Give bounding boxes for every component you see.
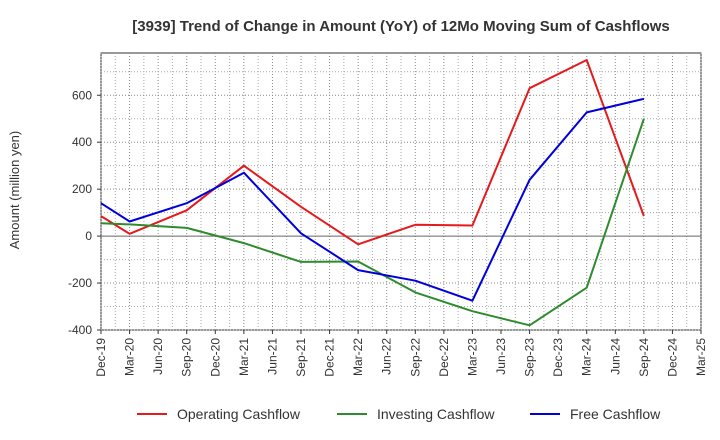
x-tick-label: Dec-23 <box>551 338 565 377</box>
x-tick-label: Jun-22 <box>380 338 394 375</box>
x-tick-label: Dec-19 <box>94 338 108 377</box>
y-tick-label: 0 <box>85 229 92 243</box>
y-tick-label: 200 <box>72 182 92 196</box>
x-tick-label: Mar-25 <box>694 338 708 376</box>
x-tick-label: Sep-24 <box>637 338 651 377</box>
x-tick-label: Mar-20 <box>123 338 137 376</box>
x-tick-label: Jun-23 <box>494 338 508 375</box>
series-line-investing-cashflow <box>100 118 645 327</box>
x-tick-label: Dec-21 <box>323 338 337 377</box>
x-tick-label: Sep-22 <box>408 338 422 377</box>
x-tick-label: Dec-22 <box>437 338 451 377</box>
x-tick-label: Mar-23 <box>465 338 479 376</box>
y-axis-label: Amount (million yen) <box>7 131 22 250</box>
x-tick-label: Mar-22 <box>351 338 365 376</box>
plot-area: -400 -200 0 200 400 600 Dec-19 Mar-20 Jun-20 Sep-… <box>68 52 708 377</box>
x-tick-label: Sep-23 <box>523 338 537 377</box>
x-tick-label: Jun-20 <box>151 338 165 375</box>
x-tick-label: Dec-20 <box>208 338 222 377</box>
x-tick-label: Sep-20 <box>180 338 194 377</box>
y-tick-label: -400 <box>68 323 92 337</box>
x-tick-label: Dec-24 <box>665 338 679 377</box>
legend-label: Investing Cashflow <box>377 406 495 422</box>
y-tick-label: 600 <box>72 88 92 102</box>
chart-title: [3939] Trend of Change in Amount (YoY) o… <box>132 18 670 35</box>
legend-label: Operating Cashflow <box>177 406 301 422</box>
x-tick-label: Mar-24 <box>580 338 594 376</box>
y-tick-label: -200 <box>68 276 92 290</box>
x-tick-label: Mar-21 <box>237 338 251 376</box>
x-tick-label: Jun-24 <box>608 338 622 375</box>
legend: Operating Cashflow Investing Cashflow Free… <box>137 406 661 422</box>
x-tick-label: Jun-21 <box>265 338 279 375</box>
legend-label: Free Cashflow <box>570 406 661 422</box>
x-tick-label: Sep-21 <box>294 338 308 377</box>
y-tick-label: 400 <box>72 135 92 149</box>
series-line-free-cashflow <box>100 97 645 302</box>
series-line-operating-cashflow <box>100 59 645 246</box>
